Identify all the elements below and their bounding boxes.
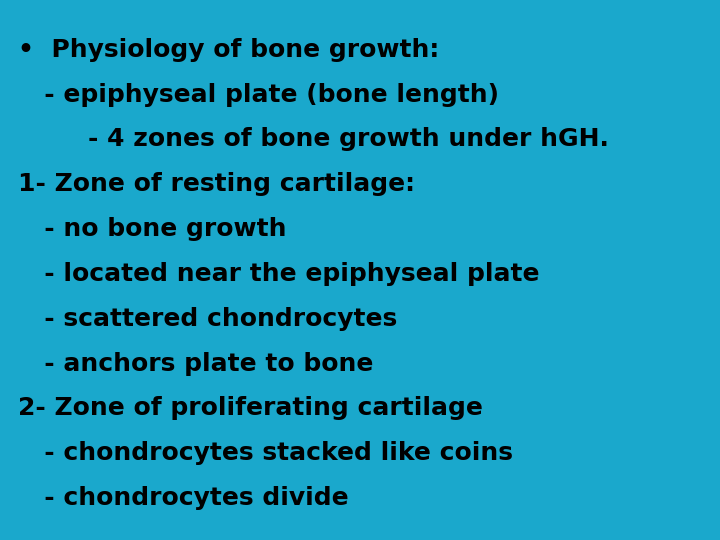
Text: - anchors plate to bone: - anchors plate to bone (18, 352, 374, 375)
Text: 2- Zone of proliferating cartilage: 2- Zone of proliferating cartilage (18, 396, 483, 420)
Text: - chondrocytes divide: - chondrocytes divide (18, 486, 348, 510)
Text: - scattered chondrocytes: - scattered chondrocytes (18, 307, 397, 330)
Text: •  Physiology of bone growth:: • Physiology of bone growth: (18, 38, 439, 62)
Text: - located near the epiphyseal plate: - located near the epiphyseal plate (18, 262, 539, 286)
Text: - 4 zones of bone growth under hGH.: - 4 zones of bone growth under hGH. (18, 127, 609, 151)
Text: - chondrocytes stacked like coins: - chondrocytes stacked like coins (18, 441, 513, 465)
Text: - no bone growth: - no bone growth (18, 217, 287, 241)
Text: 1- Zone of resting cartilage:: 1- Zone of resting cartilage: (18, 172, 415, 196)
Text: - epiphyseal plate (bone length): - epiphyseal plate (bone length) (18, 83, 499, 106)
